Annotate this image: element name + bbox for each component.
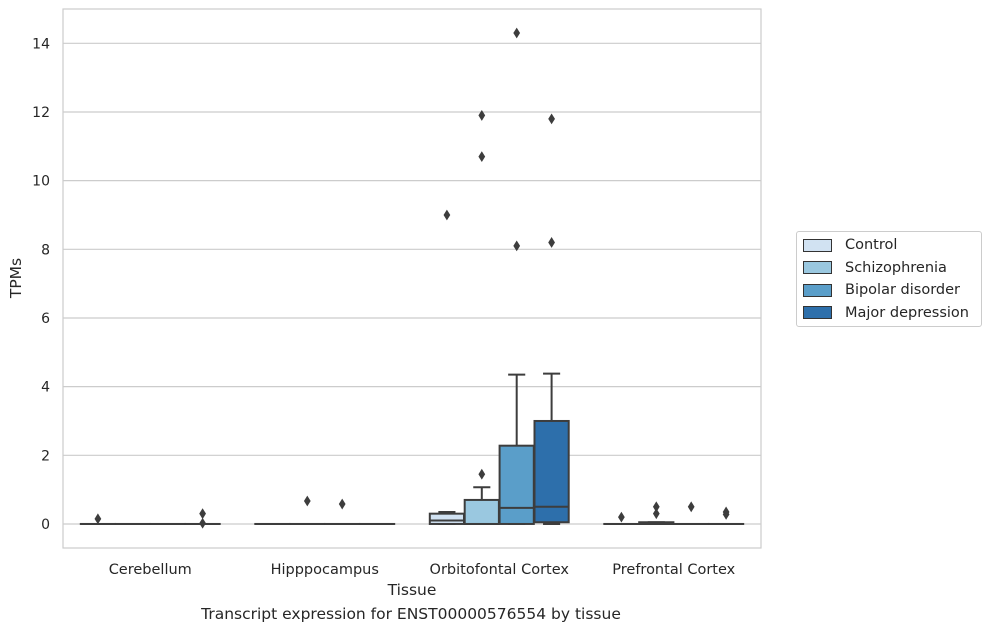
legend-swatch: [803, 261, 832, 274]
x-tick-label: Orbitofontal Cortex: [430, 562, 570, 578]
legend-label: Schizophrenia: [845, 260, 947, 276]
legend: Control Schizophrenia Bipolar disorder Majo…: [796, 231, 982, 327]
x-tick-labels: Cerebellum Hipppocampus Orbitofontal Corte…: [109, 562, 736, 578]
outlier-point: [478, 469, 485, 480]
y-tick-label: 0: [41, 517, 50, 533]
box-body: [500, 446, 534, 524]
box-bipolar-disorder: [325, 499, 359, 524]
y-tick-label: 14: [32, 36, 50, 52]
y-tick-labels: 0 2 4 6 8 10 12 14: [32, 36, 50, 533]
y-tick-label: 12: [32, 105, 50, 121]
box-schizophrenia: [465, 110, 499, 524]
legend-label: Control: [845, 237, 897, 253]
legend-item-control: Control: [803, 234, 897, 256]
box-control: [604, 512, 638, 524]
legend-swatch: [803, 306, 832, 319]
x-tick-label: Hipppocampus: [271, 562, 379, 578]
x-tick-label: Prefrontal Cortex: [612, 562, 735, 578]
outlier-point: [444, 210, 451, 221]
box-control: [81, 513, 115, 524]
legend-swatch: [803, 284, 832, 297]
outlier-point: [513, 28, 520, 39]
box-body: [430, 514, 464, 524]
outlier-point: [618, 512, 625, 523]
outlier-point: [478, 151, 485, 162]
legend-swatch: [803, 239, 832, 252]
outlier-point: [304, 496, 311, 507]
y-tick-label: 4: [41, 380, 50, 396]
box-bipolar-disorder: [500, 28, 534, 524]
box-control: [430, 210, 464, 524]
box-series: [81, 28, 743, 529]
y-tick-label: 8: [41, 242, 50, 258]
y-tick-label: 10: [32, 174, 50, 190]
figure-caption: Transcript expression for ENST0000057655…: [0, 605, 822, 623]
outlier-point: [199, 508, 206, 519]
box-schizophrenia: [290, 496, 324, 524]
box-body: [465, 500, 499, 524]
legend-item-bipolar-disorder: Bipolar disorder: [803, 279, 960, 301]
legend-label: Bipolar disorder: [845, 282, 960, 298]
legend-item-major-depression: Major depression: [803, 302, 969, 324]
box-major-depression: [185, 508, 219, 528]
outlier-point: [339, 499, 346, 510]
plot-frame: [63, 9, 761, 548]
outlier-point: [548, 237, 555, 248]
y-axis-label: TPMs: [7, 258, 25, 299]
legend-item-schizophrenia: Schizophrenia: [803, 257, 947, 279]
y-tick-label: 2: [41, 448, 50, 464]
outlier-point: [199, 518, 206, 529]
x-axis-label: Tissue: [387, 581, 437, 599]
box-major-depression: [534, 113, 568, 524]
x-tick-label: Cerebellum: [109, 562, 192, 578]
box-bipolar-disorder: [674, 501, 708, 524]
outlier-point: [688, 501, 695, 512]
y-tick-label: 6: [41, 311, 50, 327]
outlier-point: [95, 513, 102, 524]
outlier-point: [548, 113, 555, 124]
box-major-depression: [709, 507, 743, 524]
gridlines: [63, 43, 761, 524]
outlier-point: [653, 501, 660, 512]
legend-label: Major depression: [845, 305, 969, 321]
box-schizophrenia: [639, 501, 673, 524]
